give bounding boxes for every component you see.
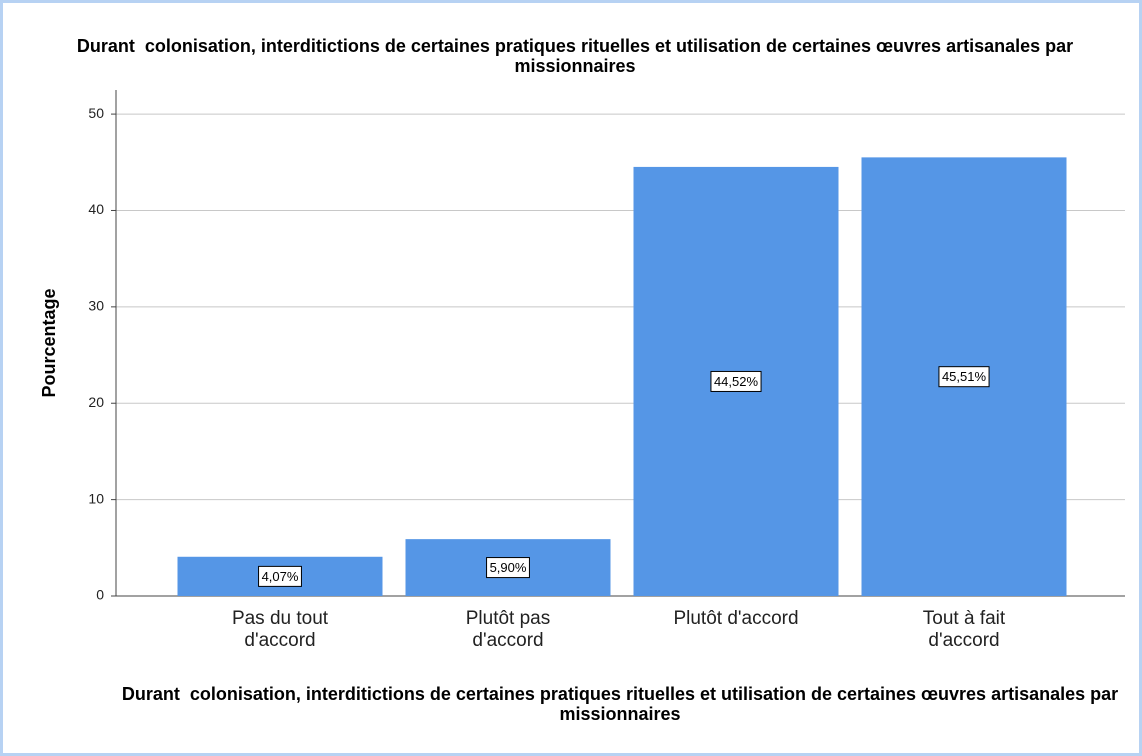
value-label: 45,51% — [942, 369, 987, 384]
y-tick-label: 40 — [88, 201, 104, 217]
x-tick-label: Plutôt pas d'accord — [465, 608, 551, 651]
value-label-box — [486, 557, 530, 579]
y-tick-label: 50 — [88, 105, 104, 121]
y-tick-label: 30 — [88, 298, 104, 314]
value-label-box — [938, 366, 990, 388]
x-axis-title-box: Durant colonisation, interditictions de … — [121, 684, 1119, 724]
x-tick-label-box: Plutôt d'accord — [673, 608, 799, 629]
y-axis-title: Pourcentage — [39, 288, 59, 397]
x-tick-label-box: Tout à fait d'accord — [922, 608, 1006, 651]
value-label: 44,52% — [714, 374, 759, 389]
value-label-box — [710, 370, 762, 392]
chart: Durant colonisation, interditictions de … — [39, 36, 1125, 724]
x-tick-label: Pas du tout d'accord — [231, 608, 329, 651]
value-label: 4,07% — [262, 569, 299, 584]
value-label-box — [258, 565, 302, 587]
y-tick-label: 20 — [88, 394, 104, 410]
x-tick-label-box: Plutôt pas d'accord — [465, 608, 551, 651]
x-tick-label: Tout à fait d'accord — [922, 608, 1006, 651]
value-label: 5,90% — [490, 560, 527, 575]
chart-title-box: Durant colonisation, interditictions de … — [76, 36, 1079, 76]
y-tick-label: 0 — [96, 587, 104, 603]
chart-title: Durant colonisation, interditictions de … — [76, 36, 1079, 76]
x-tick-label-box: Pas du tout d'accord — [231, 608, 329, 651]
x-tick-label: Plutôt d'accord — [673, 608, 799, 629]
y-tick-label: 10 — [88, 490, 104, 506]
x-axis-title: Durant colonisation, interditictions de … — [121, 684, 1119, 724]
